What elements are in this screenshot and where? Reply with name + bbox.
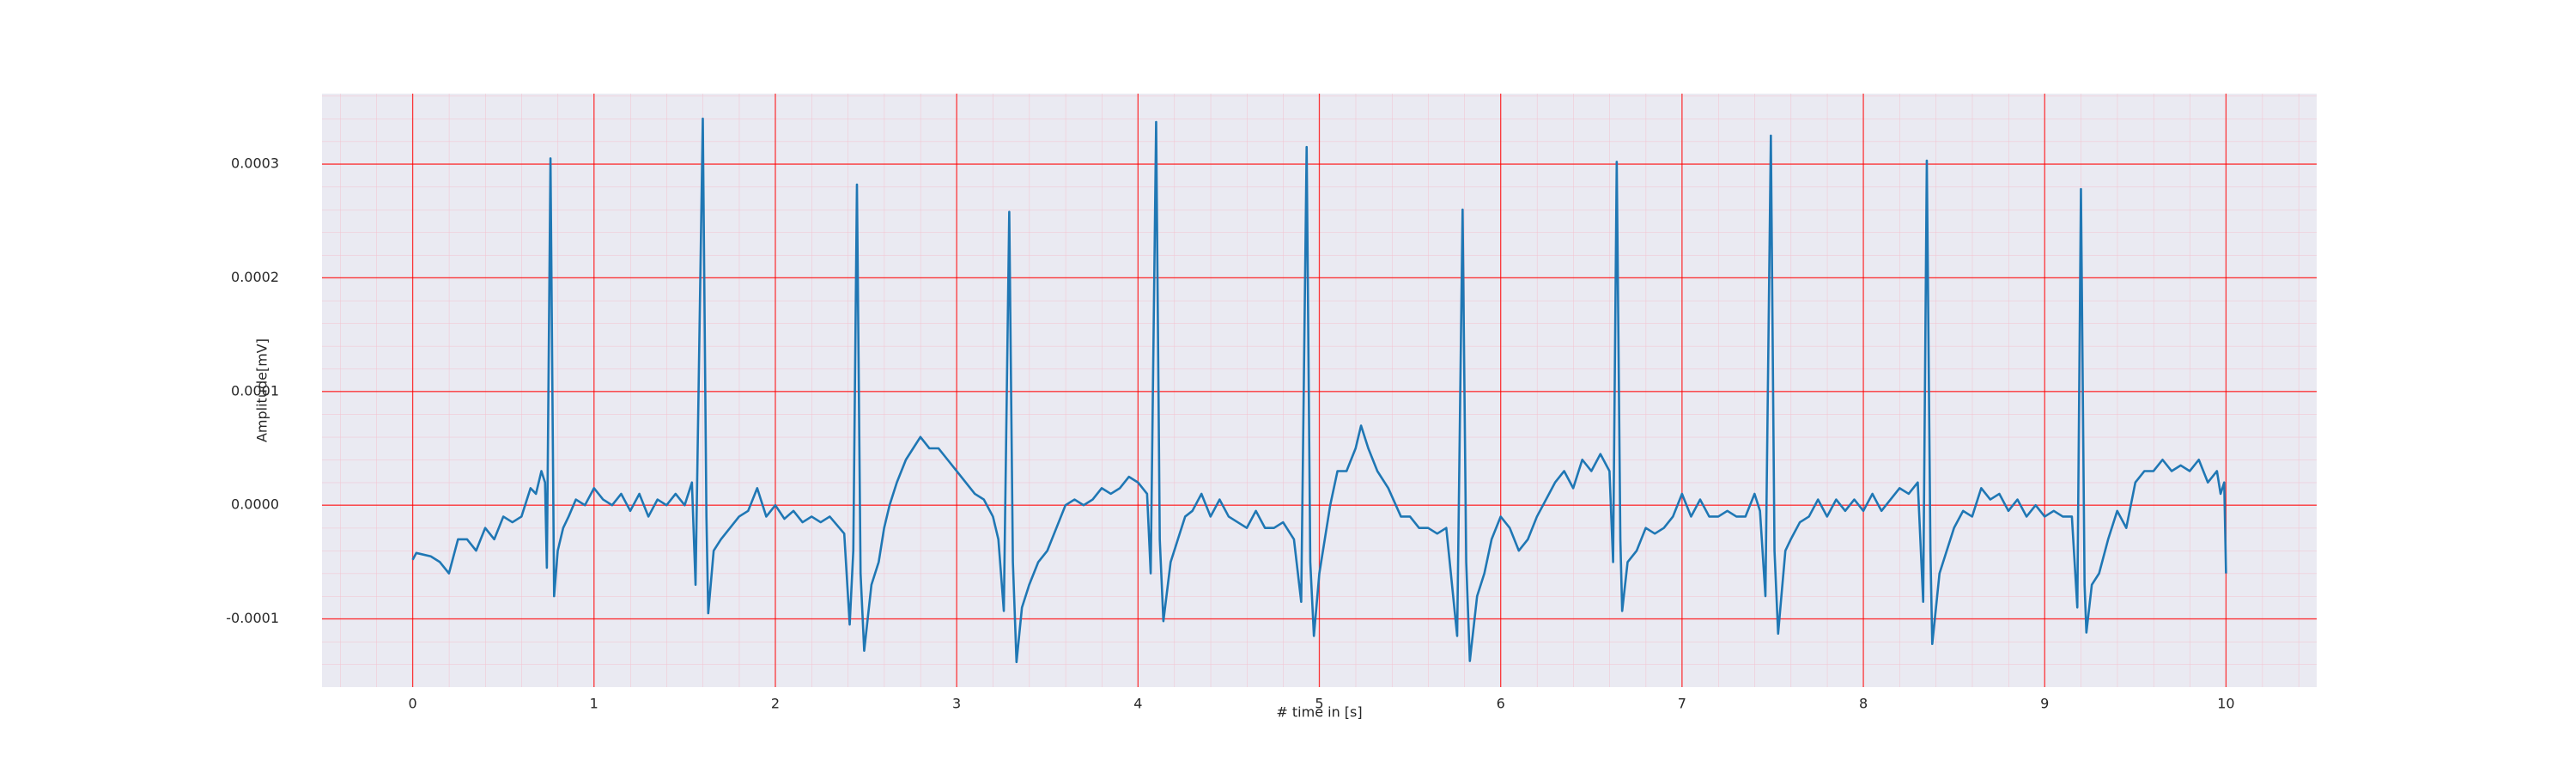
y-tick-label: 0.0000 bbox=[231, 496, 279, 513]
y-tick-label: -0.0001 bbox=[226, 610, 279, 626]
x-tick-label: 3 bbox=[952, 696, 961, 712]
x-tick-label: 2 bbox=[771, 696, 780, 712]
signal-line bbox=[411, 117, 2227, 664]
x-axis-label: # time in [s] bbox=[1276, 704, 1362, 721]
y-tick-label: 0.0001 bbox=[231, 382, 279, 399]
x-tick-label: 7 bbox=[1678, 696, 1686, 712]
y-tick-label: 0.0003 bbox=[231, 155, 279, 172]
x-tick-label: 8 bbox=[1859, 696, 1868, 712]
x-tick-label: 9 bbox=[2040, 696, 2049, 712]
y-axis-label: Amplitude[mV] bbox=[254, 338, 270, 442]
x-tick-label: 1 bbox=[590, 696, 598, 712]
y-tick-label: 0.0002 bbox=[231, 269, 279, 285]
x-tick-label: 5 bbox=[1315, 696, 1323, 712]
x-tick-label: 4 bbox=[1133, 696, 1142, 712]
x-tick-label: 10 bbox=[2217, 696, 2234, 712]
x-tick-label: 6 bbox=[1497, 696, 1505, 712]
x-tick-label: 0 bbox=[408, 696, 416, 712]
